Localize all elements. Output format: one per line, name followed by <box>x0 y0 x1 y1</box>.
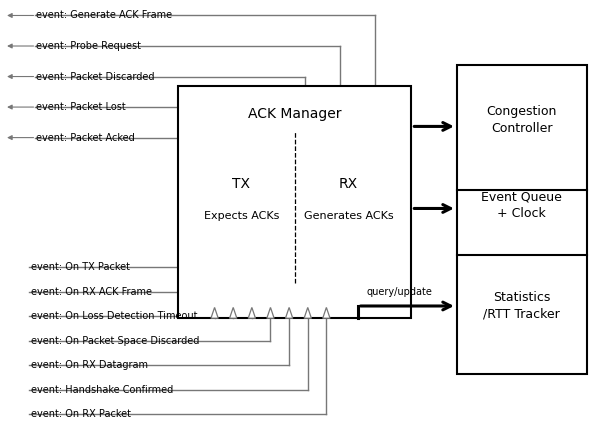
Text: event: Handshake Confirmed: event: Handshake Confirmed <box>31 384 173 395</box>
Polygon shape <box>286 307 293 318</box>
Polygon shape <box>267 307 274 318</box>
Text: event: On TX Packet: event: On TX Packet <box>31 262 130 273</box>
Text: event: On Packet Space Discarded: event: On Packet Space Discarded <box>31 335 199 346</box>
Text: query/update: query/update <box>367 286 433 297</box>
Text: event: On Loss Detection Timeout: event: On Loss Detection Timeout <box>31 311 197 321</box>
Text: Expects ACKs: Expects ACKs <box>204 211 279 221</box>
Text: event: On RX Packet: event: On RX Packet <box>31 409 131 419</box>
Text: event: Packet Acked: event: Packet Acked <box>36 132 135 143</box>
Text: event: Probe Request: event: Probe Request <box>36 41 142 51</box>
Polygon shape <box>322 307 330 318</box>
Text: event: On RX ACK Frame: event: On RX ACK Frame <box>31 286 152 297</box>
Polygon shape <box>211 307 218 318</box>
Text: event: Packet Discarded: event: Packet Discarded <box>36 71 155 82</box>
Text: RX: RX <box>339 177 358 190</box>
Text: event: Generate ACK Frame: event: Generate ACK Frame <box>36 10 172 21</box>
Polygon shape <box>229 307 237 318</box>
Bar <box>457 64 587 374</box>
Text: Generates ACKs: Generates ACKs <box>304 211 393 221</box>
Text: Event Queue
+ Clock: Event Queue + Clock <box>482 190 562 220</box>
Polygon shape <box>248 307 255 318</box>
Polygon shape <box>304 307 312 318</box>
Text: ACK Manager: ACK Manager <box>248 107 342 121</box>
Text: TX: TX <box>232 177 250 190</box>
Bar <box>178 86 411 318</box>
Text: Congestion
Controller: Congestion Controller <box>486 105 557 135</box>
Text: event: Packet Lost: event: Packet Lost <box>36 102 126 112</box>
Text: Statistics
/RTT Tracker: Statistics /RTT Tracker <box>483 291 560 321</box>
Text: event: On RX Datagram: event: On RX Datagram <box>31 360 148 370</box>
